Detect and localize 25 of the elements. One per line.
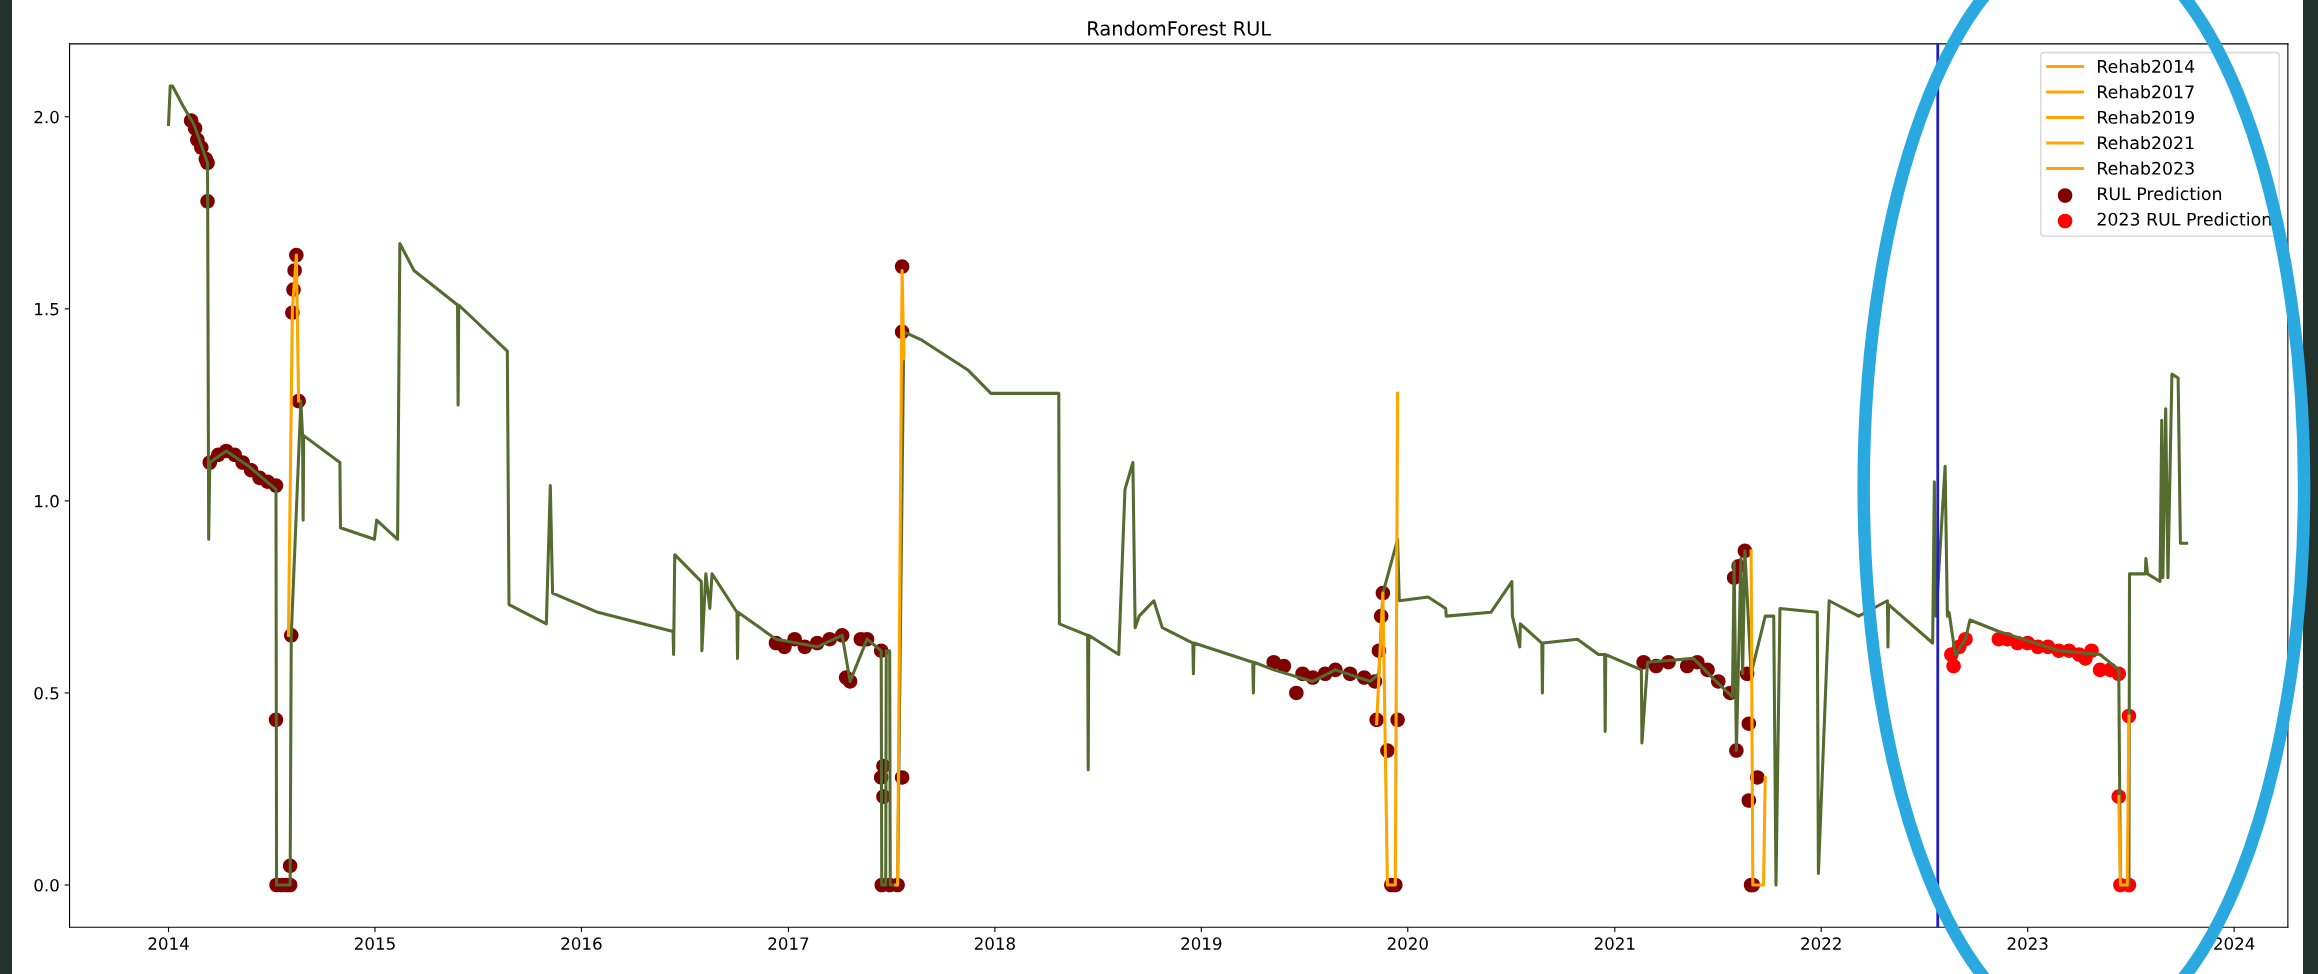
point <box>1946 658 1961 674</box>
x-tick-label: 2022 <box>1801 937 1841 950</box>
legend-label: Rehab2021 <box>2098 135 2194 150</box>
y-tick-label: 1.0 <box>35 494 59 508</box>
legend-label: Rehab2019 <box>2098 110 2194 124</box>
x-tick-label: 2018 <box>974 937 1015 950</box>
x-tick-label: 2023 <box>2007 937 2048 950</box>
legend-label: 2023 RUL Prediction <box>2097 212 2271 226</box>
legend-label: Rehab2023 <box>2098 161 2194 175</box>
legend-label: RUL Prediction <box>2098 186 2222 201</box>
x-tick-label: 2024 <box>2214 937 2255 950</box>
chart-title: RandomForest RUL <box>1088 20 1272 36</box>
x-tick-label: 2021 <box>1594 937 1635 950</box>
x-tick-label: 2020 <box>1387 937 1428 950</box>
y-tick-label: 1.5 <box>35 303 59 316</box>
y-tick-label: 2.0 <box>34 110 59 124</box>
y-tick-label: 0.5 <box>34 686 59 700</box>
x-tick-label: 2017 <box>768 937 809 950</box>
x-tick-label: 2019 <box>1181 937 1222 950</box>
x-tick-label: 2014 <box>148 937 189 950</box>
legend-label: Rehab2014 <box>2098 59 2195 73</box>
y-tick-label: 0.0 <box>34 878 59 892</box>
x-tick-label: 2015 <box>354 937 395 950</box>
legend-label: Rehab2017 <box>2098 84 2194 99</box>
x-tick-label: 2016 <box>561 937 602 950</box>
